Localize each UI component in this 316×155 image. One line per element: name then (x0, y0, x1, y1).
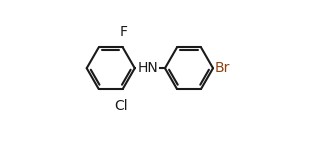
Text: Cl: Cl (115, 99, 128, 113)
Text: Br: Br (215, 61, 230, 75)
Text: HN: HN (137, 61, 158, 75)
Text: F: F (119, 25, 127, 39)
